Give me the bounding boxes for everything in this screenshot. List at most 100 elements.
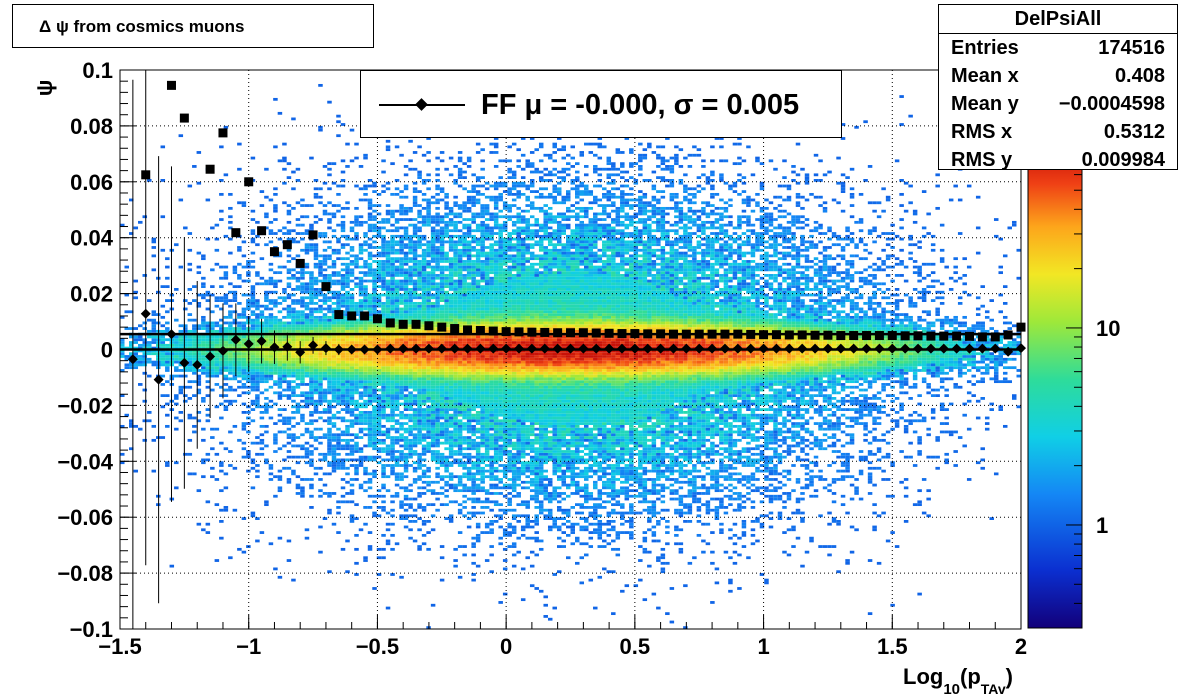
heatmap-cell: [192, 394, 197, 398]
heatmap-cell: [340, 318, 346, 322]
heatmap-cell: [471, 262, 476, 266]
heatmap-cell: [300, 223, 305, 227]
heatmap-cell: [345, 329, 350, 333]
heatmap-cell: [367, 327, 373, 330]
heatmap-cell: [403, 301, 409, 305]
heatmap-cell: [327, 385, 332, 389]
heatmap-cell: [237, 374, 242, 378]
heatmap-cell: [250, 383, 256, 386]
heatmap-cell: [394, 220, 400, 224]
heatmap-cell: [178, 265, 184, 269]
heatmap-cell: [309, 397, 314, 400]
heatmap-cell: [142, 363, 148, 367]
heatmap-cell: [471, 315, 476, 319]
heatmap-cell: [399, 212, 404, 216]
heatmap-cell: [165, 338, 170, 342]
heatmap-cell: [435, 276, 440, 280]
heatmap-cell: [471, 279, 476, 283]
heatmap-cell: [259, 531, 265, 534]
heatmap-cell: [318, 232, 323, 235]
heatmap-cell: [223, 299, 229, 302]
heatmap-cell: [349, 248, 355, 252]
heatmap-cell: [385, 394, 391, 398]
heatmap-cell: [183, 329, 188, 333]
heatmap-cell: [421, 321, 427, 325]
heatmap-cell: [268, 301, 274, 305]
heatmap-cell: [354, 363, 359, 367]
heatmap-cell: [462, 279, 467, 283]
heatmap-cell: [480, 290, 485, 294]
heatmap-cell: [417, 475, 422, 479]
heatmap-cell: [160, 304, 166, 308]
heatmap-cell: [219, 360, 224, 364]
heatmap-cell: [394, 494, 400, 498]
heatmap-cell: [165, 355, 170, 358]
heatmap-cell: [390, 436, 395, 439]
heatmap-cell: [453, 559, 458, 562]
heatmap-cell: [286, 371, 292, 375]
heatmap-cell: [322, 248, 328, 252]
heatmap-cell: [399, 265, 404, 269]
heatmap-cell: [453, 304, 458, 308]
heatmap-cell: [295, 405, 301, 409]
heatmap-cell: [318, 293, 323, 297]
heatmap-cell: [331, 377, 337, 381]
heatmap-cell: [318, 218, 323, 221]
heatmap-cell: [394, 438, 400, 442]
heatmap-cell: [421, 343, 427, 347]
heatmap-cell: [394, 352, 400, 356]
heatmap-cell: [453, 248, 458, 252]
heatmap-cell: [439, 410, 445, 414]
heatmap-cell: [471, 374, 476, 378]
heatmap-cell: [372, 424, 377, 428]
heatmap-cell: [453, 369, 458, 372]
heatmap-cell: [444, 402, 449, 406]
heatmap-cell: [277, 271, 283, 275]
heatmap-cell: [421, 508, 427, 512]
heatmap-cell: [426, 318, 431, 322]
heatmap-cell: [367, 380, 373, 384]
heatmap-cell: [340, 458, 346, 462]
heatmap-cell: [300, 290, 305, 294]
heatmap-cell: [417, 363, 422, 367]
heatmap-cell: [129, 419, 134, 423]
heatmap-cell: [390, 282, 395, 286]
heatmap-cell: [187, 343, 193, 347]
heatmap-cell: [412, 290, 418, 294]
heatmap-cell: [439, 478, 445, 481]
heatmap-cell: [259, 363, 265, 367]
heatmap-cell: [426, 260, 431, 263]
heatmap-cell: [462, 441, 467, 445]
heatmap-cell: [390, 329, 395, 333]
heatmap-cell: [286, 539, 292, 543]
heatmap-cell: [291, 327, 296, 330]
heatmap-cell: [327, 173, 332, 177]
heatmap-cell: [435, 262, 440, 266]
heatmap-cell: [250, 419, 256, 423]
heatmap-cell: [367, 416, 373, 420]
heatmap-cell: [300, 274, 305, 277]
heatmap-cell: [322, 452, 328, 456]
heatmap-cell: [219, 329, 224, 333]
heatmap-cell: [381, 274, 386, 277]
heatmap-cell: [421, 438, 427, 442]
heatmap-cell: [322, 209, 328, 213]
heatmap-cell: [259, 416, 265, 420]
heatmap-cell: [273, 369, 278, 372]
heatmap-cell: [444, 422, 449, 425]
heatmap-cell: [453, 410, 458, 414]
heatmap-cell: [399, 274, 404, 277]
heatmap-cell: [403, 447, 409, 451]
heatmap-cell: [426, 466, 431, 470]
heatmap-cell: [354, 254, 359, 258]
heatmap-cell: [471, 441, 476, 445]
heatmap-cell: [367, 391, 373, 395]
heatmap-cell: [228, 304, 233, 308]
heatmap-cell: [381, 349, 386, 353]
heatmap-cell: [417, 209, 422, 213]
heatmap-cell: [241, 377, 247, 381]
heatmap-cell: [403, 282, 409, 286]
heatmap-cell: [286, 324, 292, 328]
heatmap-cell: [241, 355, 247, 358]
heatmap-cell: [453, 436, 458, 439]
